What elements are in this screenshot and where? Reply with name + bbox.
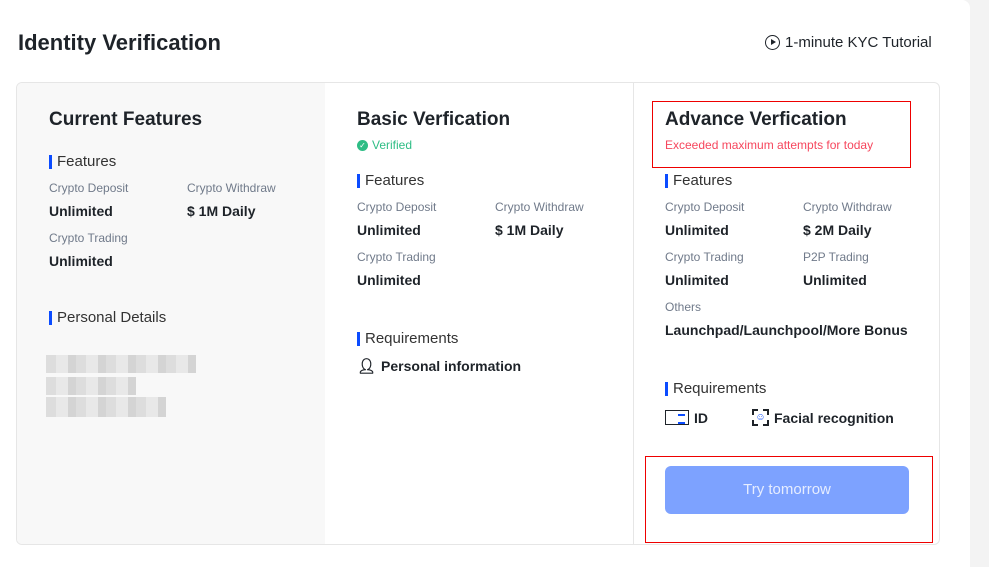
- feature-value: Unlimited: [357, 222, 421, 238]
- features-grid: Crypto Deposit Unlimited Crypto Withdraw $…: [49, 181, 325, 269]
- status-text: Verified: [372, 138, 413, 152]
- blurred-detail: [46, 377, 136, 395]
- feature-value: Unlimited: [665, 222, 729, 238]
- features-grid: Crypto Deposit Unlimited Crypto Withdraw $…: [665, 200, 939, 338]
- advance-verification-column: Advance Verfication Exceeded maximum att…: [633, 83, 939, 544]
- kyc-tutorial-link[interactable]: 1-minute KYC Tutorial: [765, 34, 932, 51]
- requirements-heading: Requirements: [357, 330, 633, 347]
- others-value: Launchpad/Launchpool/More Bonus: [665, 322, 908, 338]
- feature-label: P2P Trading: [803, 250, 869, 264]
- requirements-list: 👤︎ Personal information: [357, 357, 633, 375]
- feature-label: Crypto Withdraw: [187, 181, 276, 195]
- blurred-detail: [46, 355, 196, 373]
- feature-label: Crypto Withdraw: [803, 200, 892, 214]
- feature-label: Crypto Withdraw: [495, 200, 584, 214]
- error-status: Exceeded maximum attempts for today: [665, 138, 874, 152]
- features-grid: Crypto Deposit Unlimited Crypto Withdraw $…: [357, 200, 633, 288]
- feature-value: Unlimited: [803, 272, 867, 288]
- feature-value: Unlimited: [357, 272, 421, 288]
- requirements-heading: Requirements: [665, 380, 939, 397]
- requirement-item: ID: [694, 409, 708, 426]
- current-title: Current Features: [49, 109, 203, 130]
- feature-value: Unlimited: [49, 253, 113, 269]
- feature-label: Crypto Trading: [49, 231, 128, 245]
- try-tomorrow-button[interactable]: Try tomorrow: [665, 466, 909, 514]
- feature-value: $ 1M Daily: [495, 222, 564, 238]
- tutorial-label: 1-minute KYC Tutorial: [785, 34, 932, 51]
- blurred-detail: [46, 397, 166, 417]
- basic-title: Basic Verfication: [357, 109, 511, 130]
- feature-label: Crypto Trading: [665, 250, 744, 264]
- feature-value: Unlimited: [49, 203, 113, 219]
- feature-label: Crypto Trading: [357, 250, 436, 264]
- advance-title: Advance Verfication: [665, 109, 847, 130]
- current-features-column: Current Features Features Crypto Deposit…: [17, 83, 325, 544]
- verification-card: Current Features Features Crypto Deposit…: [16, 82, 940, 545]
- feature-label: Crypto Deposit: [49, 181, 129, 195]
- verified-status: ✓ Verified: [357, 138, 633, 152]
- face-scan-icon: ☺: [752, 409, 769, 426]
- check-icon: ✓: [357, 139, 368, 151]
- basic-verification-column: Basic Verfication ✓ Verified Features Cry…: [325, 83, 633, 544]
- feature-label: Crypto Deposit: [665, 200, 745, 214]
- feature-value: Unlimited: [665, 272, 729, 288]
- features-heading: Features: [49, 153, 325, 170]
- features-heading: Features: [357, 172, 633, 189]
- requirement-item: Personal information: [381, 358, 522, 374]
- play-icon: [765, 35, 780, 50]
- requirements-list: ID ☺ Facial recognition: [665, 409, 939, 426]
- page-title: Identity Verification: [18, 30, 221, 55]
- requirement-item: Facial recognition: [774, 409, 894, 426]
- feature-value: $ 2M Daily: [803, 222, 872, 238]
- features-heading: Features: [665, 172, 939, 189]
- person-icon: 👤︎: [357, 358, 377, 375]
- personal-details-heading: Personal Details: [49, 309, 325, 326]
- others-label: Others: [665, 300, 702, 314]
- feature-value: $ 1M Daily: [187, 203, 256, 219]
- id-card-icon: [665, 410, 689, 425]
- feature-label: Crypto Deposit: [357, 200, 437, 214]
